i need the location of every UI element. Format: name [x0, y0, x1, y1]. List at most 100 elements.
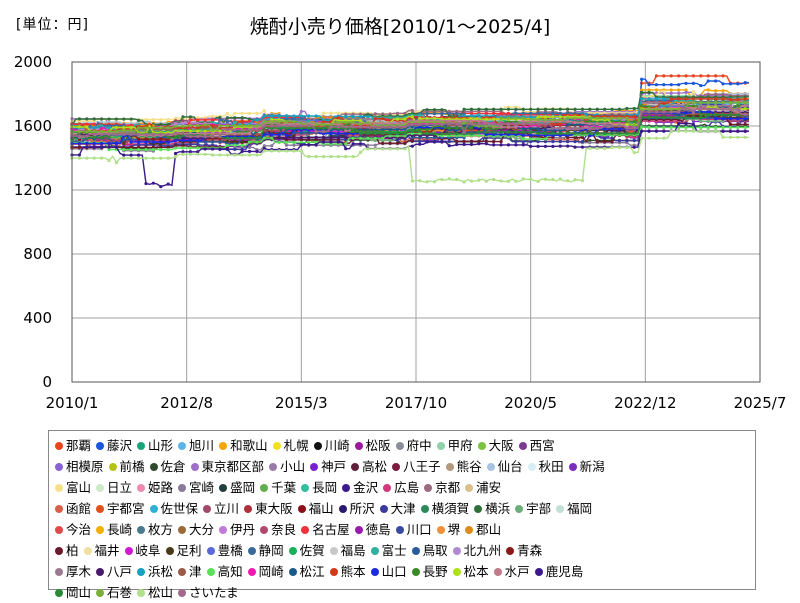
series-point	[470, 108, 473, 111]
series-point	[189, 115, 192, 118]
series-point	[610, 108, 613, 111]
series-point	[729, 82, 732, 85]
series-point	[137, 119, 140, 122]
series-point	[744, 81, 747, 84]
series-point	[721, 74, 724, 77]
series-point	[581, 108, 584, 111]
series-point	[507, 108, 510, 111]
series-point	[499, 108, 502, 111]
series-point	[462, 108, 465, 111]
series-point	[714, 74, 717, 77]
series-point	[292, 144, 295, 147]
series-point	[241, 112, 244, 115]
series-point	[211, 118, 214, 121]
series-point	[211, 115, 214, 118]
series-point	[640, 78, 643, 81]
series-point	[670, 88, 673, 91]
series-point	[566, 140, 569, 143]
series-point	[714, 89, 717, 92]
series-point	[684, 82, 687, 85]
series-point	[551, 140, 554, 143]
series-point	[662, 90, 665, 93]
series-point	[736, 82, 739, 85]
series-point	[721, 82, 724, 85]
series-point	[699, 84, 702, 87]
series-point	[226, 112, 229, 115]
series-point	[529, 108, 532, 111]
series-point	[707, 74, 710, 77]
series-point	[130, 117, 133, 120]
series-point	[581, 140, 584, 143]
series-point	[374, 144, 377, 147]
series-point	[270, 144, 273, 147]
series-point	[684, 91, 687, 94]
series-point	[647, 83, 650, 86]
series-point	[492, 108, 495, 111]
series-point	[692, 74, 695, 77]
series-point	[559, 140, 562, 143]
series-point	[263, 109, 266, 112]
series-point	[122, 117, 125, 120]
series-point	[670, 74, 673, 77]
series-point	[573, 108, 576, 111]
series-point	[485, 108, 488, 111]
series-point	[93, 117, 96, 120]
series-point	[241, 116, 244, 119]
series-point	[396, 112, 399, 115]
series-point	[670, 92, 673, 95]
series-point	[226, 116, 229, 119]
series-point	[662, 74, 665, 77]
series-point	[159, 118, 162, 121]
series-point	[418, 140, 421, 143]
series-point	[633, 107, 636, 110]
series-point	[721, 93, 724, 96]
series-lines	[70, 74, 749, 188]
series-point	[551, 108, 554, 111]
series-point	[618, 108, 621, 111]
series-point	[677, 88, 680, 91]
series-point	[714, 79, 717, 82]
series-point	[559, 108, 562, 111]
series-point	[721, 89, 724, 92]
series-point	[300, 110, 303, 113]
series-point	[204, 118, 207, 121]
series-point	[677, 74, 680, 77]
series-point	[93, 123, 96, 126]
series-point	[603, 108, 606, 111]
series-point	[248, 112, 251, 115]
series-point	[707, 88, 710, 91]
series-point	[677, 92, 680, 95]
series-point	[514, 137, 517, 140]
series-point	[189, 118, 192, 121]
series-point	[670, 83, 673, 86]
series-point	[596, 108, 599, 111]
series-point	[329, 111, 332, 114]
series-point	[167, 118, 170, 121]
series-point	[477, 108, 480, 111]
series-point	[640, 91, 643, 94]
series-point	[625, 107, 628, 110]
series-point	[588, 108, 591, 111]
series-point	[514, 108, 517, 111]
series-point	[337, 111, 340, 114]
series-point	[78, 117, 81, 120]
series-point	[144, 118, 147, 121]
series-point	[403, 112, 406, 115]
series-point	[566, 108, 569, 111]
series-point	[196, 118, 199, 121]
series-point	[655, 88, 658, 91]
series-point	[233, 112, 236, 115]
series-point	[107, 117, 110, 120]
series-point	[285, 144, 288, 147]
series-point	[433, 108, 436, 111]
series-point	[588, 141, 591, 144]
series-point	[714, 93, 717, 96]
series-point	[152, 118, 155, 121]
series-point	[255, 112, 258, 115]
series-point	[181, 115, 184, 118]
series-point	[707, 93, 710, 96]
series-point	[115, 117, 118, 120]
series-point	[322, 111, 325, 114]
series-point	[633, 139, 636, 142]
series-point	[522, 108, 525, 111]
